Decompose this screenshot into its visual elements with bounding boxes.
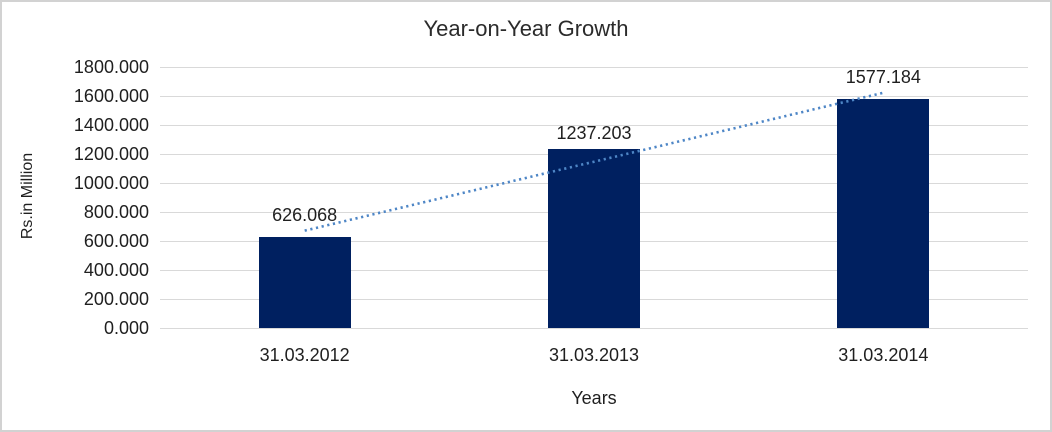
x-axis-title: Years bbox=[571, 388, 617, 408]
y-tick-label: 400.000 bbox=[83, 260, 149, 280]
y-tick-label: 200.000 bbox=[83, 289, 149, 309]
gridline bbox=[160, 327, 1028, 329]
x-tick-label: 31.03.2012 bbox=[259, 345, 350, 365]
y-tick-label: 800.000 bbox=[83, 202, 149, 222]
y-tick-label: 1600.000 bbox=[73, 86, 149, 106]
chart-title: Year-on-Year Growth bbox=[423, 16, 629, 41]
y-tick-label: 1200.000 bbox=[73, 144, 149, 164]
bar-31.03.2014 bbox=[837, 99, 930, 328]
x-tick-label: 31.03.2014 bbox=[838, 345, 929, 365]
bar-data-label: 1237.203 bbox=[556, 122, 632, 143]
bar-data-label: 1577.184 bbox=[845, 66, 921, 87]
bar-data-label: 626.068 bbox=[272, 204, 338, 225]
y-tick-label: 1000.000 bbox=[73, 173, 149, 193]
y-tick-label: 1800.000 bbox=[73, 57, 149, 77]
bar-31.03.2013 bbox=[548, 148, 640, 328]
y-axis-title: Rs.in Million bbox=[19, 152, 36, 240]
y-tick-label: 1400.000 bbox=[73, 115, 149, 135]
bar-31.03.2012 bbox=[258, 237, 351, 328]
y-tick-label: 600.000 bbox=[83, 231, 149, 251]
x-tick-label: 31.03.2013 bbox=[548, 345, 640, 365]
y-tick-label: 0.000 bbox=[103, 318, 149, 338]
gridline bbox=[160, 66, 1028, 68]
gridline bbox=[160, 95, 1028, 97]
